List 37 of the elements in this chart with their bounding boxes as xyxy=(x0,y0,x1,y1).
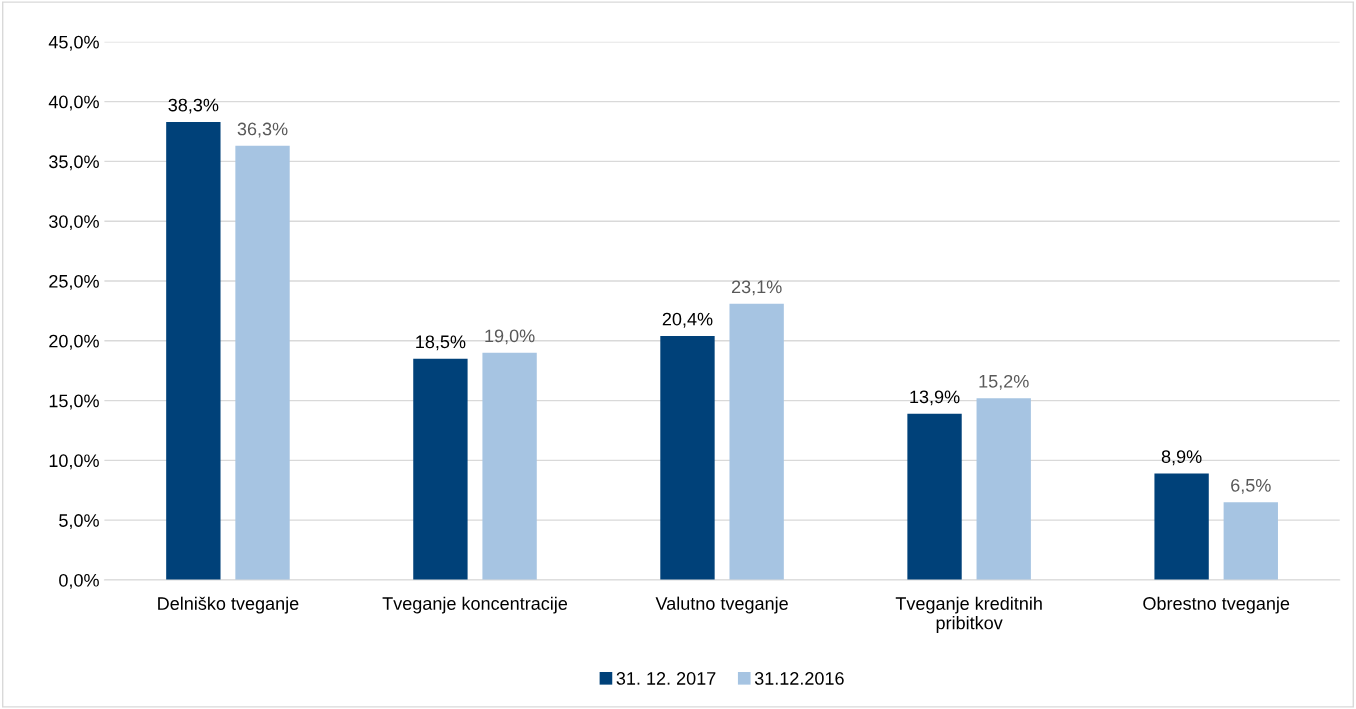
bar xyxy=(907,413,962,580)
bar xyxy=(660,336,715,580)
bar xyxy=(976,398,1031,580)
x-tick-label: Tveganje kreditnih pribitkov xyxy=(895,596,1042,633)
data-label: 19,0% xyxy=(485,329,535,345)
bar xyxy=(729,303,784,580)
y-tick-label: 30,0% xyxy=(49,215,99,231)
y-tick-label: 15,0% xyxy=(49,394,99,410)
x-tick-label: Valutno tveganje xyxy=(655,596,788,614)
data-label: 6,5% xyxy=(1231,478,1271,494)
y-tick-label: 40,0% xyxy=(48,95,99,111)
data-label: 20,4% xyxy=(662,312,713,328)
data-label: 36,3% xyxy=(237,122,288,138)
data-label: 8,9% xyxy=(1161,450,1202,466)
bar xyxy=(482,352,537,580)
y-tick-label: 10,0% xyxy=(49,454,99,470)
data-label: 23,1% xyxy=(731,280,782,296)
data-label: 18,5% xyxy=(416,335,466,351)
y-tick-label: 35,0% xyxy=(49,155,99,171)
data-label: 38,3% xyxy=(168,98,219,114)
y-tick-label: 5,0% xyxy=(59,514,99,530)
bar xyxy=(166,121,221,580)
x-tick-label: Tveganje koncentracije xyxy=(382,596,568,614)
data-label: 13,9% xyxy=(910,390,960,406)
bar xyxy=(235,145,290,580)
legend-label: 31. 12. 2017 xyxy=(616,672,716,685)
bar xyxy=(1223,502,1278,580)
y-tick-label: 45,0% xyxy=(48,35,99,51)
data-label: 15,2% xyxy=(979,374,1029,390)
x-tick-label: Obrestno tveganje xyxy=(1143,596,1290,614)
y-tick-label: 0,0% xyxy=(59,573,99,589)
bar xyxy=(413,358,468,580)
x-tick-label: Delniško tveganje xyxy=(158,596,299,614)
y-tick-label: 20,0% xyxy=(49,334,99,350)
y-tick-label: 25,0% xyxy=(49,274,99,290)
legend-label: 31.12.2016 xyxy=(754,672,844,685)
bar xyxy=(1154,473,1209,580)
